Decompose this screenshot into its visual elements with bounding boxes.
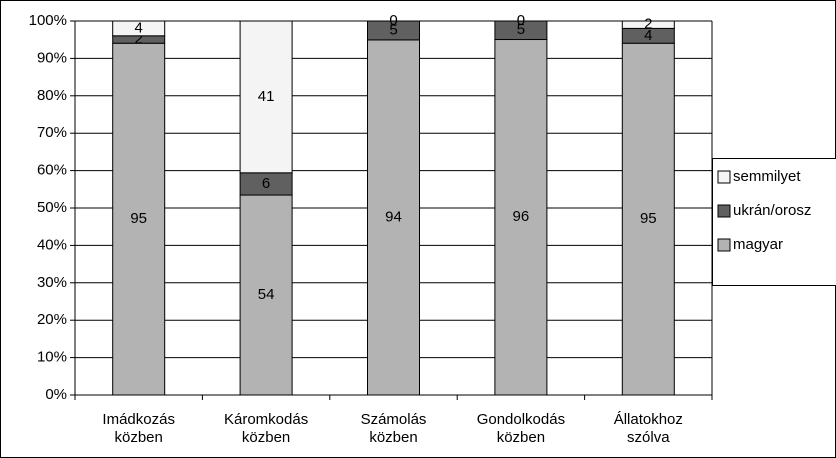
legend-label: ukrán/orosz xyxy=(733,202,811,219)
data-label: 4 xyxy=(644,27,652,44)
bar-segment xyxy=(239,20,293,174)
data-label: 5 xyxy=(389,21,397,38)
y-tick-label: 40% xyxy=(37,236,67,253)
x-tick-label: Imádkozás közben xyxy=(102,411,175,446)
x-tick-label: Számolás közben xyxy=(360,411,427,446)
data-label: 6 xyxy=(262,175,270,192)
bar-segment xyxy=(367,20,420,41)
y-tick-label: 30% xyxy=(37,274,67,291)
data-label: 54 xyxy=(258,286,275,303)
x-tick-label: Állatokhoz szólva xyxy=(613,411,683,446)
data-label: 0 xyxy=(517,12,525,29)
x-tick-label: Gondolkodás közben xyxy=(476,411,566,446)
data-label: 2 xyxy=(644,16,652,33)
bar-segment xyxy=(621,42,675,396)
y-tick-label: 60% xyxy=(37,162,67,179)
data-label: 5 xyxy=(517,21,525,38)
legend-label: semmilyet xyxy=(733,168,801,185)
legend-swatch xyxy=(717,170,731,184)
y-tick-label: 10% xyxy=(37,349,67,366)
data-label: 41 xyxy=(258,88,275,105)
bar-segment xyxy=(112,20,166,37)
bar-segment xyxy=(494,20,548,41)
bar-segment xyxy=(239,194,293,396)
y-tick-label: 90% xyxy=(37,49,67,66)
legend-swatch xyxy=(717,238,731,252)
bar-segment xyxy=(112,42,166,396)
y-tick-label: 20% xyxy=(37,311,67,328)
legend-swatch xyxy=(717,204,731,218)
data-label: 95 xyxy=(640,210,657,227)
legend-box xyxy=(712,158,836,286)
x-tick-label: Káromkodás közben xyxy=(223,411,309,446)
y-tick-label: 100% xyxy=(29,12,67,29)
bar-segment xyxy=(494,39,548,396)
y-tick-label: 80% xyxy=(37,87,67,104)
data-label: 95 xyxy=(130,210,147,227)
data-label: 96 xyxy=(513,208,530,225)
y-tick-label: 50% xyxy=(37,199,67,216)
data-label: 0 xyxy=(389,12,397,29)
data-label: 94 xyxy=(385,208,402,225)
data-label: 4 xyxy=(135,19,143,36)
y-tick-label: 70% xyxy=(37,124,67,141)
legend-label: magyar xyxy=(733,236,783,253)
y-tick-label: 0% xyxy=(45,386,67,403)
bar-segment xyxy=(621,20,675,29)
data-label: 2 xyxy=(135,30,143,47)
